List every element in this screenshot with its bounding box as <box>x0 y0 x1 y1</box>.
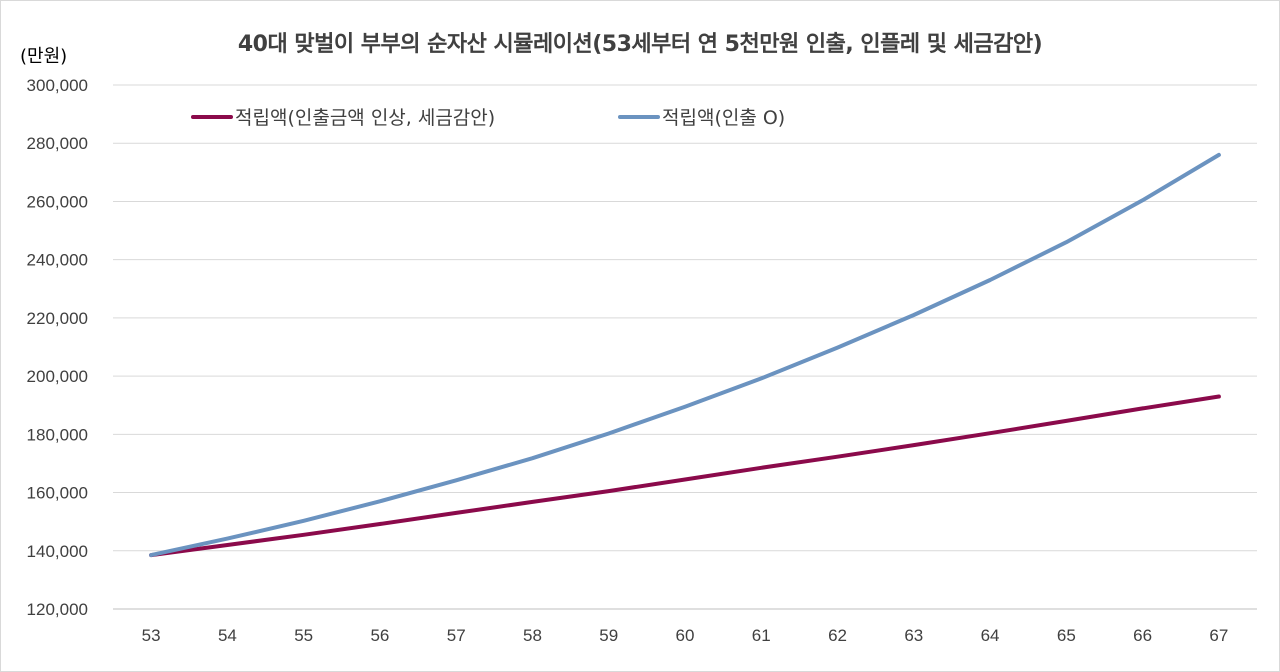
x-tick-label: 54 <box>218 626 237 645</box>
y-tick-label: 280,000 <box>27 134 88 153</box>
x-tick-label: 64 <box>981 626 1000 645</box>
series-line-2 <box>149 152 1221 558</box>
series-lines <box>149 152 1221 558</box>
x-tick-label: 62 <box>828 626 847 645</box>
x-tick-label: 60 <box>676 626 695 645</box>
x-tick-label: 59 <box>599 626 618 645</box>
legend: 적립액(인출금액 인상, 세금감안) 적립액(인출 O) <box>191 107 785 129</box>
y-tick-label: 220,000 <box>27 309 88 328</box>
legend-label-2: 적립액(인출 O) <box>662 107 785 129</box>
x-tick-label: 58 <box>523 626 542 645</box>
series-line-1 <box>149 394 1221 558</box>
y-axis-unit-label: (만원) <box>20 46 68 67</box>
x-axis-ticks: 53 54 55 56 57 58 59 60 61 62 63 64 65 66 67 <box>142 626 1229 645</box>
x-tick-label: 63 <box>904 626 923 645</box>
y-tick-label: 240,000 <box>27 251 88 270</box>
x-tick-label: 61 <box>752 626 771 645</box>
x-tick-label: 67 <box>1209 626 1228 645</box>
y-tick-label: 140,000 <box>27 542 88 561</box>
y-tick-label: 120,000 <box>27 600 88 619</box>
y-tick-label: 160,000 <box>27 484 88 503</box>
chart-title: 40대 맞벌이 부부의 순자산 시뮬레이션(53세부터 연 5천만원 인출, 인… <box>237 32 1043 57</box>
y-tick-label: 260,000 <box>27 192 88 211</box>
x-tick-label: 56 <box>370 626 389 645</box>
y-tick-label: 200,000 <box>27 367 88 386</box>
y-axis-ticks: 120,000 140,000 160,000 180,000 200,000 220,0… <box>27 76 88 619</box>
x-tick-label: 65 <box>1057 626 1076 645</box>
gridlines <box>113 84 1257 610</box>
x-tick-label: 53 <box>142 626 161 645</box>
x-tick-label: 55 <box>294 626 313 645</box>
x-tick-label: 66 <box>1133 626 1152 645</box>
legend-label-1: 적립액(인출금액 인상, 세금감안) <box>235 107 495 129</box>
y-tick-label: 180,000 <box>27 425 88 444</box>
y-tick-label: 300,000 <box>27 76 88 95</box>
x-tick-label: 57 <box>447 626 466 645</box>
